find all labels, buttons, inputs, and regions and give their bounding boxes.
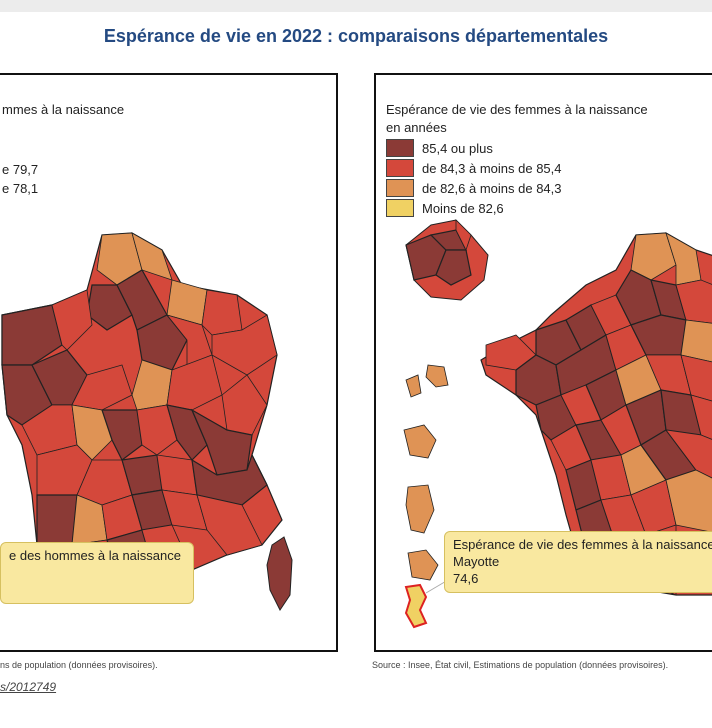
map-tooltip: e des hommes à la naissance <box>0 542 194 604</box>
legend-item-84-3-85-4: de 84,3 à moins de 85,4 <box>386 159 562 177</box>
legend-item: e 79,7 <box>2 162 39 177</box>
legend-swatch <box>386 199 414 217</box>
legend-item: e 78,1 <box>2 181 39 196</box>
dataset-link[interactable]: s/2012749 <box>0 680 57 694</box>
map-tooltip-mayotte: Espérance de vie des femmes à la naissan… <box>444 531 712 593</box>
map-panel-men: mmes à la naissance e 79,7 e 78,1 <box>0 73 338 652</box>
legend-swatch <box>386 159 414 177</box>
legend-item-below-82-6: Moins de 82,6 <box>386 199 504 217</box>
legend-item-85-4-plus: 85,4 ou plus <box>386 139 493 157</box>
page-title: Espérance de vie en 2022 : comparaisons … <box>103 26 609 46</box>
legend-swatch <box>386 179 414 197</box>
map-panel-women: Espérance de vie des femmes à la naissan… <box>374 73 712 652</box>
legend-title: Espérance de vie des femmes à la naissan… <box>386 102 648 135</box>
legend-item-82-6-84-3: de 82,6 à moins de 84,3 <box>386 179 562 197</box>
source-text: ns de population (données provisoires). <box>0 660 158 670</box>
legend-title: mmes à la naissance <box>2 102 125 117</box>
source-text-women: Source : Insee, État civil, Estimations … <box>372 660 669 670</box>
legend-swatch <box>386 139 414 157</box>
